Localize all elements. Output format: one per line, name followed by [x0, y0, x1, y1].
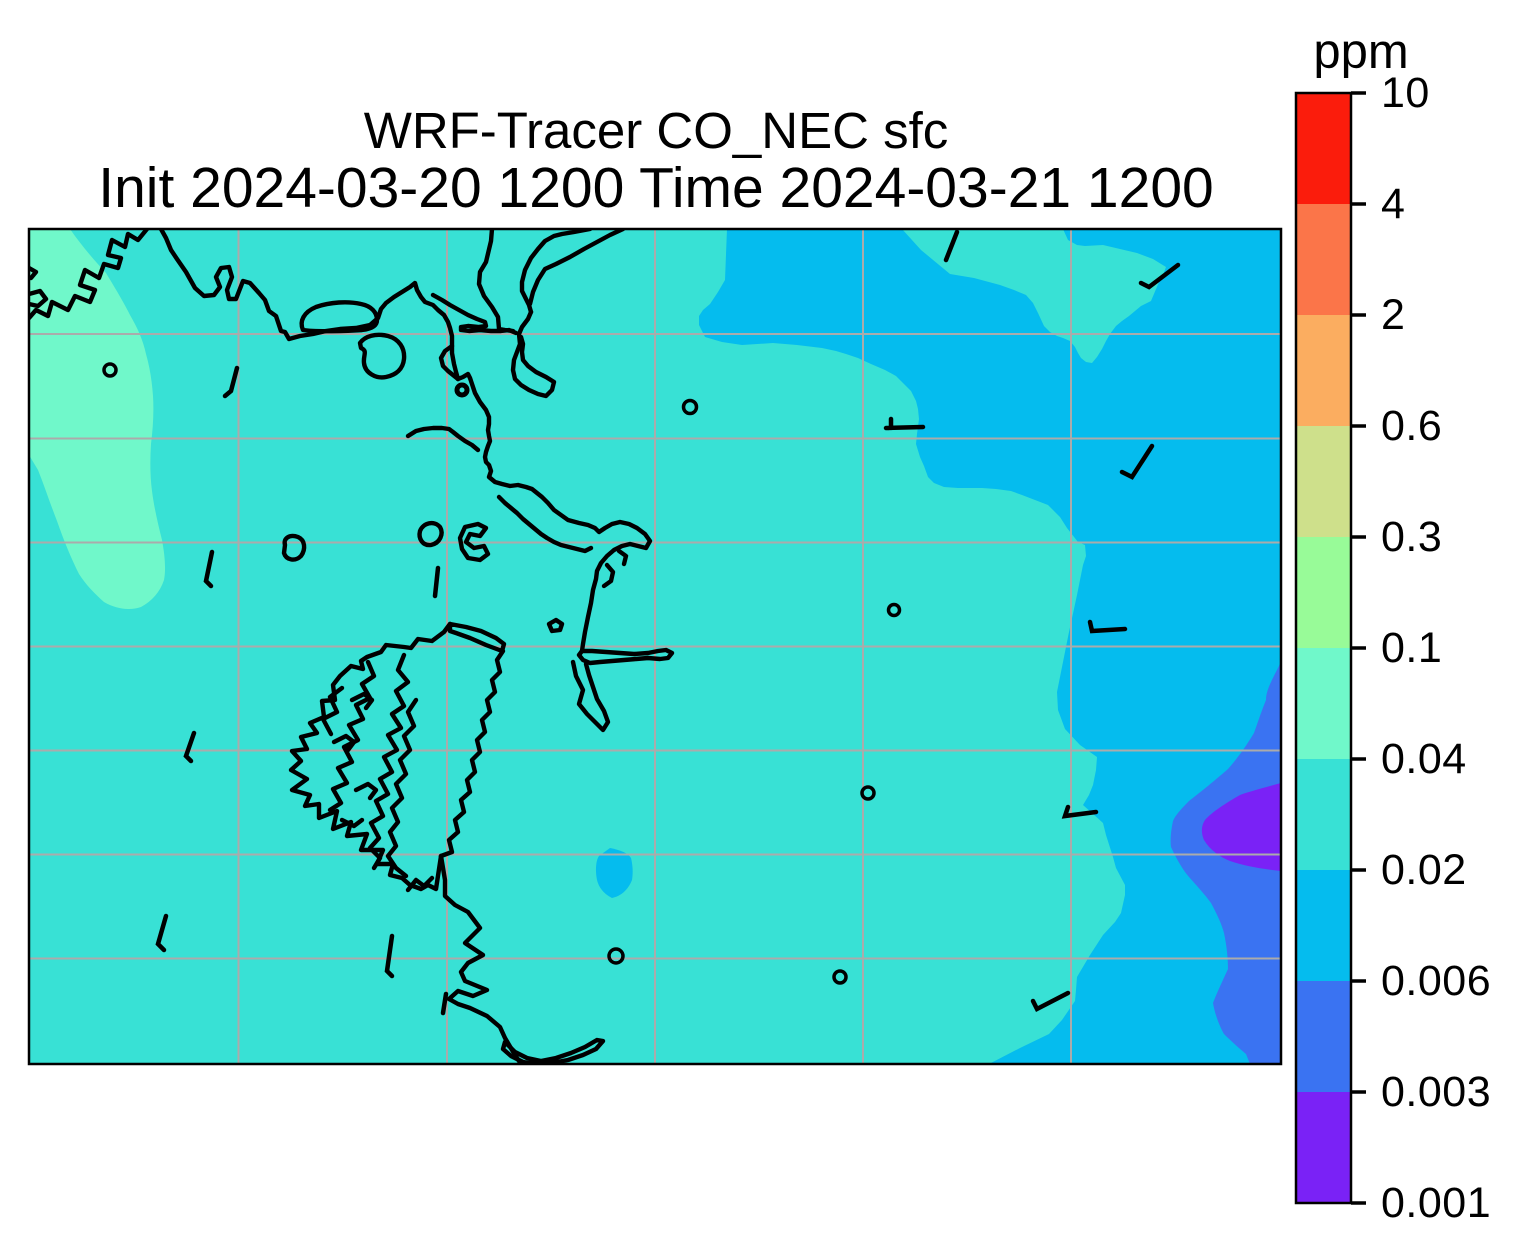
svg-text:0.003: 0.003	[1381, 1068, 1491, 1116]
svg-text:0.02: 0.02	[1381, 846, 1467, 894]
svg-text:WRF-Tracer CO_NEC sfc: WRF-Tracer CO_NEC sfc	[364, 102, 949, 159]
svg-text:ppm: ppm	[1313, 25, 1408, 79]
svg-text:4: 4	[1381, 180, 1405, 228]
svg-text:0.006: 0.006	[1381, 957, 1491, 1005]
svg-text:2: 2	[1381, 291, 1405, 339]
svg-text:0.1: 0.1	[1381, 624, 1442, 672]
svg-text:0.001: 0.001	[1381, 1179, 1491, 1227]
svg-text:0.04: 0.04	[1381, 735, 1467, 783]
svg-text:10: 10	[1381, 69, 1430, 117]
svg-text:Init 2024-03-20 1200 Time 2024: Init 2024-03-20 1200 Time 2024-03-21 120…	[98, 156, 1213, 220]
svg-text:0.6: 0.6	[1381, 402, 1442, 450]
svg-text:0.3: 0.3	[1381, 513, 1442, 561]
